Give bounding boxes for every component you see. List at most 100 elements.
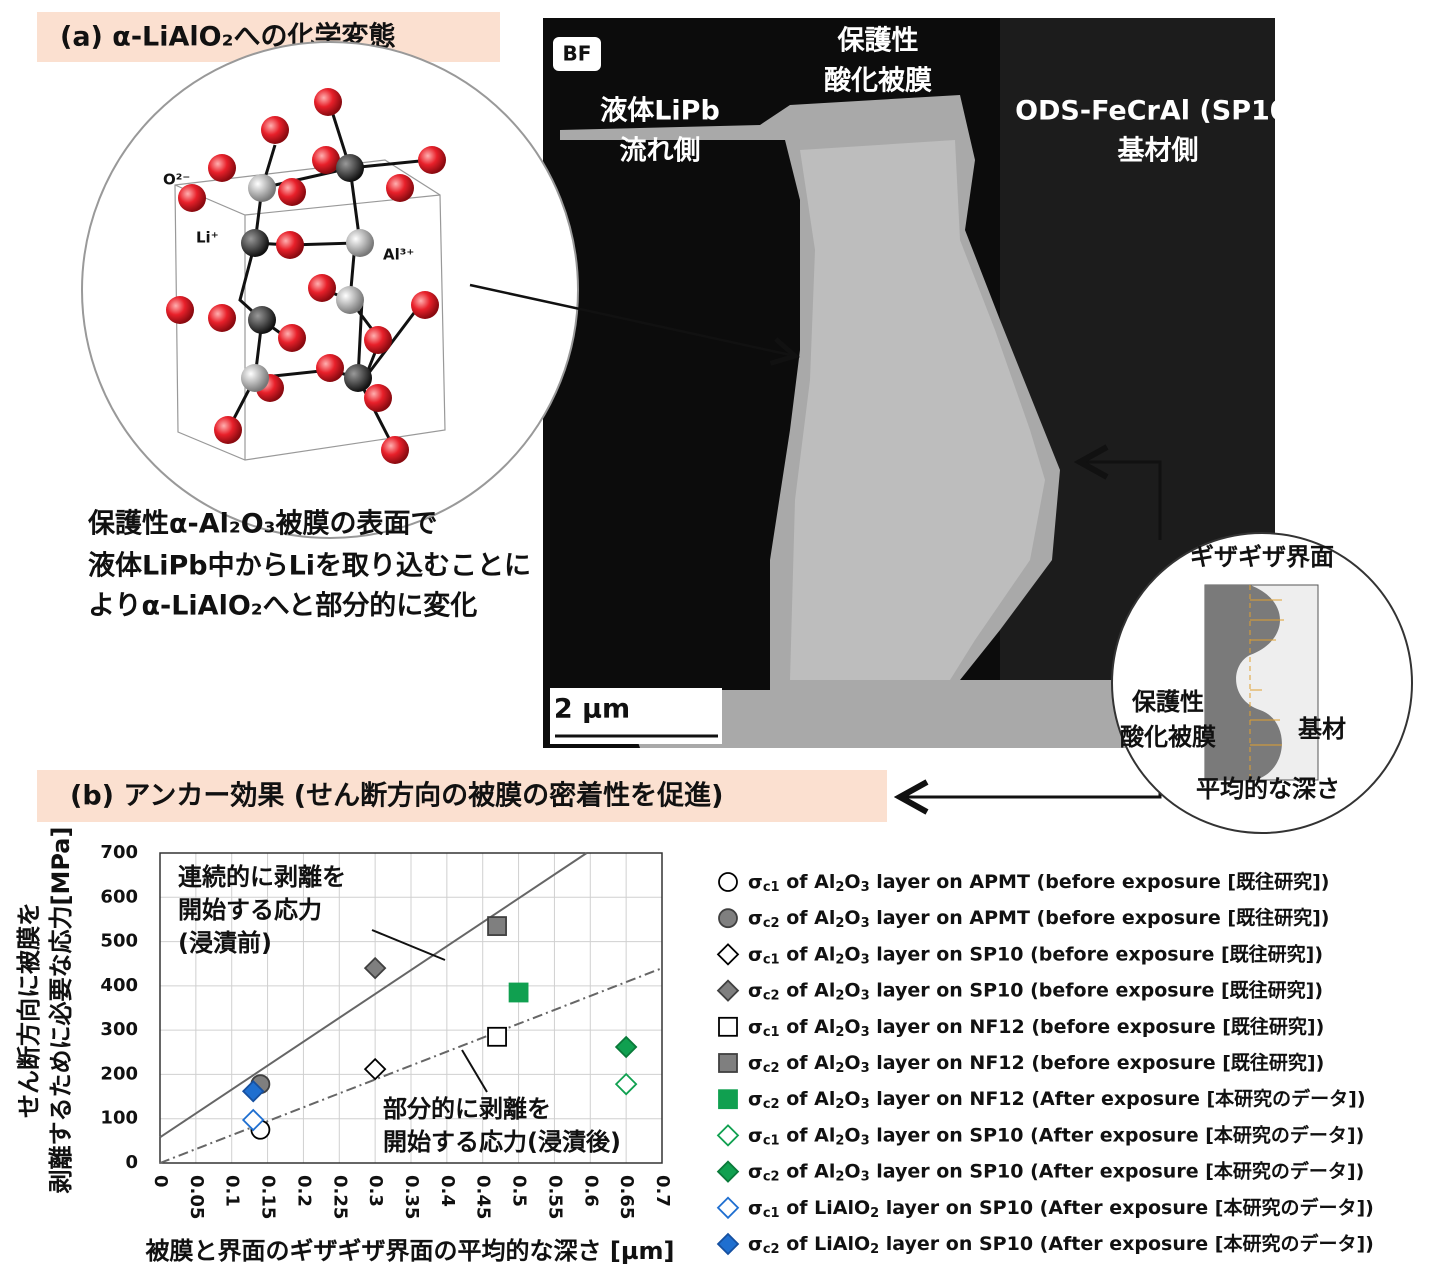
legend-text: of Al [780,1015,836,1037]
x-tick-label: 0.6 [580,1175,601,1207]
substrate-label: 基材側 [1118,136,1199,167]
atom-label: Li⁺ [196,229,219,247]
legend-text: of LiAlO [780,1196,871,1218]
legend-subscript: 2 [870,1242,879,1257]
interface-inset: ギザギザ界面 保護性 酸化被膜 基材 平均的な深さ [1111,532,1413,834]
y-tick-label: 400 [100,975,138,996]
legend-marker [716,1124,740,1147]
legend-subscript: c1 [763,1133,780,1148]
legend-subscript: c1 [763,1205,780,1220]
legend-text: O [844,871,860,893]
legend-subscript: 2 [835,1169,844,1184]
description: 保護性α-Al₂O₃被膜の表面で [87,509,438,540]
y-tick-label: 300 [100,1019,138,1040]
legend-subscript: 2 [835,1024,844,1039]
legend-marker [716,1196,740,1220]
legend-subscript: c2 [763,916,780,931]
annotation-leader [371,929,446,961]
crystal-structure: O²⁻ Li⁺ Al³⁺ [81,41,579,539]
legend-text: layer on SP10 (After exposure [本研究のデータ]) [879,1195,1374,1218]
legend-subscript: 2 [835,952,844,967]
legend-entry: σc2 of Al2O3 layer on SP10 (before expos… [748,978,1323,1003]
inset-oxide: 保護性 [1131,688,1204,716]
legend-subscript: 2 [835,1061,844,1076]
y-tick-label: 200 [100,1063,138,1084]
legend-subscript: c2 [763,1097,780,1112]
x-tick-label: 0.65 [616,1175,637,1219]
annotation: 連続的に剥離を [178,863,346,891]
y-tick-label: 700 [100,842,138,863]
marker [487,916,507,936]
legend-subscript: c2 [763,988,780,1003]
pointer-arrow [900,770,1162,797]
legend: σc1 of Al2O3 layer on APMT (before expos… [716,870,1374,1257]
trend-line [159,967,663,1164]
legend-entry: σc2 of Al2O3 layer on SP10 (After exposu… [748,1159,1364,1184]
inset-depth: 平均的な深さ [1196,775,1340,803]
legend-marker [716,943,740,966]
legend-text: of Al [780,907,836,929]
legend-entry: σc1 of Al2O3 layer on NF12 (before expos… [748,1014,1324,1039]
legend-text: of Al [780,1088,836,1110]
legend-marker [716,1232,740,1256]
x-tick-label: 0.35 [401,1175,422,1219]
legend-subscript: 3 [861,1061,870,1076]
legend-text: O [844,1124,860,1146]
legend-text: O [844,1160,860,1182]
annotation: 開始する応力 [178,896,322,924]
y-tick-label: 500 [100,931,138,952]
legend-subscript: 2 [835,916,844,931]
legend-text: σ [748,1015,763,1037]
atom-label: Al³⁺ [383,246,414,264]
pointer-arrow [469,283,795,356]
legend-text: of Al [780,979,836,1001]
legend-entry: σc2 of Al2O3 layer on NF12 (After exposu… [748,1087,1366,1112]
atom-label: O²⁻ [163,171,190,189]
legend-text: σ [748,1233,763,1255]
liquid-label: 流れ側 [620,136,701,167]
legend-subscript: c1 [763,1024,780,1039]
pointer-arrow [1080,462,1162,540]
inset-title: ギザギザ界面 [1190,543,1334,571]
x-tick-label: 0.45 [473,1175,494,1219]
legend-entry: σc2 of Al2O3 layer on APMT (before expos… [748,906,1329,931]
legend-text: O [844,943,860,965]
legend-text: layer on NF12 (After exposure [本研究のデータ]) [870,1087,1366,1110]
legend-text: of Al [780,1160,836,1182]
legend-text: σ [748,1124,763,1146]
x-axis-label: 被膜と界面のギザギザ界面の平均的な深さ [µm] [145,1237,675,1265]
legend-text: layer on SP10 (After exposure [本研究のデータ]) [879,1232,1374,1255]
legend-subscript: 3 [861,1097,870,1112]
marker [614,1035,638,1059]
legend-marker [718,1016,738,1037]
inset-oxide: 酸化被膜 [1120,723,1216,751]
legend-entry: σc2 of Al2O3 layer on NF12 (before expos… [748,1051,1324,1076]
bf-label: BF [563,42,592,66]
legend-marker [716,1160,740,1183]
y-axis-label: せん断方向に被膜を [15,902,43,1118]
x-tick-label: 0 [150,1175,171,1188]
legend-text: of Al [780,871,836,893]
x-tick-label: 0.3 [365,1175,386,1207]
legend-subscript: c2 [763,1169,780,1184]
annotation: 開始する応力(浸漬後) [383,1128,621,1156]
oxide-label: 保護性 [837,26,919,57]
legend-entry: σc1 of Al2O3 layer on SP10 (before expos… [748,942,1323,967]
marker [363,1057,387,1081]
legend-entry: σc2 of LiAlO2 layer on SP10 (After expos… [748,1232,1374,1257]
legend-marker [718,1053,738,1073]
description: 液体LiPb中からLiを取り込むことに [88,551,531,582]
legend-marker [718,872,738,892]
legend-subscript: c1 [763,880,780,895]
y-tick-label: 0 [125,1152,138,1173]
x-tick-label: 0.1 [222,1175,243,1207]
annotation: (浸漬前) [178,929,272,957]
legend-text: σ [748,943,763,965]
inset-substrate: 基材 [1298,715,1346,743]
legend-text: σ [748,1160,763,1182]
y-axis-label: 剥離するために必要な応力[MPa] [47,827,75,1194]
x-tick-label: 0.25 [329,1175,350,1219]
x-tick-label: 0.55 [544,1175,565,1219]
legend-entry: σc1 of LiAlO2 layer on SP10 (After expos… [748,1195,1374,1220]
